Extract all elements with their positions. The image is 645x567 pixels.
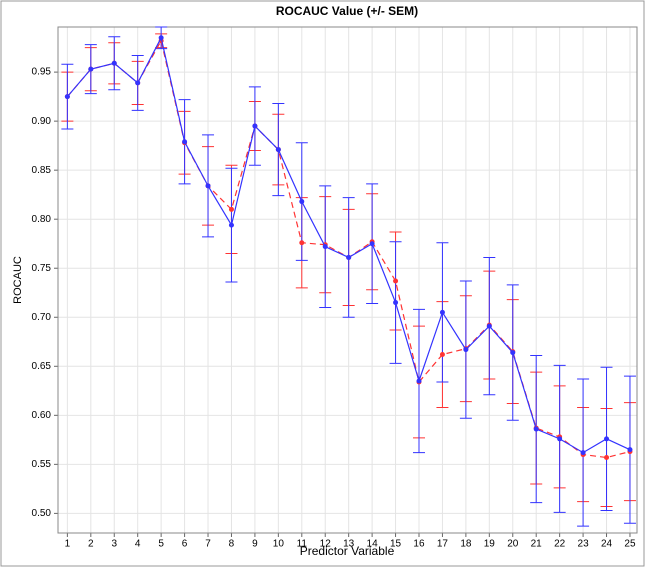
data-point: [557, 436, 563, 442]
y-tick-label: 0.55: [32, 459, 52, 470]
x-tick-label: 24: [601, 539, 613, 550]
data-point: [135, 80, 141, 86]
x-tick-label: 18: [460, 539, 472, 550]
data-point: [510, 350, 516, 356]
y-tick-label: 0.70: [32, 312, 52, 323]
data-point: [627, 447, 633, 453]
x-tick-label: 15: [390, 539, 402, 550]
data-point: [228, 206, 234, 212]
y-tick-label: 0.85: [32, 165, 52, 176]
x-tick-label: 4: [135, 539, 141, 550]
x-tick-label: 25: [624, 539, 636, 550]
y-tick-label: 0.80: [32, 214, 52, 225]
y-tick-label: 0.90: [32, 116, 52, 127]
x-tick-label: 14: [367, 539, 379, 550]
x-tick-label: 17: [437, 539, 449, 550]
x-tick-label: 2: [88, 539, 94, 550]
data-point: [486, 323, 492, 329]
x-tick-label: 20: [507, 539, 519, 550]
y-tick-label: 0.60: [32, 410, 52, 421]
x-tick-label: 8: [229, 539, 235, 550]
data-point: [322, 244, 328, 250]
x-tick-label: 22: [554, 539, 566, 550]
data-point: [580, 450, 586, 456]
x-tick-label: 3: [111, 539, 117, 550]
y-tick-label: 0.65: [32, 361, 52, 372]
data-point: [182, 139, 188, 145]
data-point: [111, 60, 117, 66]
x-tick-label: 21: [531, 539, 543, 550]
x-tick-label: 19: [484, 539, 496, 550]
data-point: [604, 454, 610, 460]
data-point: [158, 35, 164, 41]
chart-title: ROCAUC Value (+/- SEM): [276, 4, 418, 18]
data-point: [275, 147, 281, 153]
data-point: [88, 66, 94, 72]
x-tick-label: 1: [65, 539, 71, 550]
x-tick-label: 13: [343, 539, 355, 550]
x-tick-label: 12: [320, 539, 332, 550]
data-point: [252, 123, 258, 129]
y-tick-label: 0.95: [32, 67, 52, 78]
data-point: [64, 94, 70, 100]
y-tick-label: 0.75: [32, 263, 52, 274]
y-tick-label: 0.50: [32, 508, 52, 519]
data-point: [393, 300, 399, 306]
x-tick-label: 10: [273, 539, 285, 550]
x-tick-label: 11: [297, 539, 308, 550]
data-point: [299, 199, 305, 205]
data-point: [369, 241, 375, 247]
data-point: [533, 426, 539, 432]
x-tick-label: 5: [158, 539, 164, 550]
x-tick-label: 16: [413, 539, 425, 550]
plot-area: [57, 26, 638, 534]
x-axis-label: Predictor Variable: [300, 544, 395, 558]
data-point: [228, 222, 234, 228]
x-tick-label: 23: [578, 539, 590, 550]
data-point: [299, 240, 305, 246]
x-tick-label: 9: [252, 539, 258, 550]
data-point: [439, 352, 445, 358]
x-tick-label: 6: [182, 539, 188, 550]
data-point: [439, 309, 445, 315]
data-point: [346, 254, 352, 260]
data-point: [416, 378, 422, 384]
data-point: [463, 347, 469, 353]
data-point: [393, 278, 399, 284]
data-point: [205, 183, 211, 189]
x-tick-label: 7: [205, 539, 211, 550]
data-point: [604, 436, 610, 442]
y-axis-label: ROCAUC: [12, 256, 24, 304]
